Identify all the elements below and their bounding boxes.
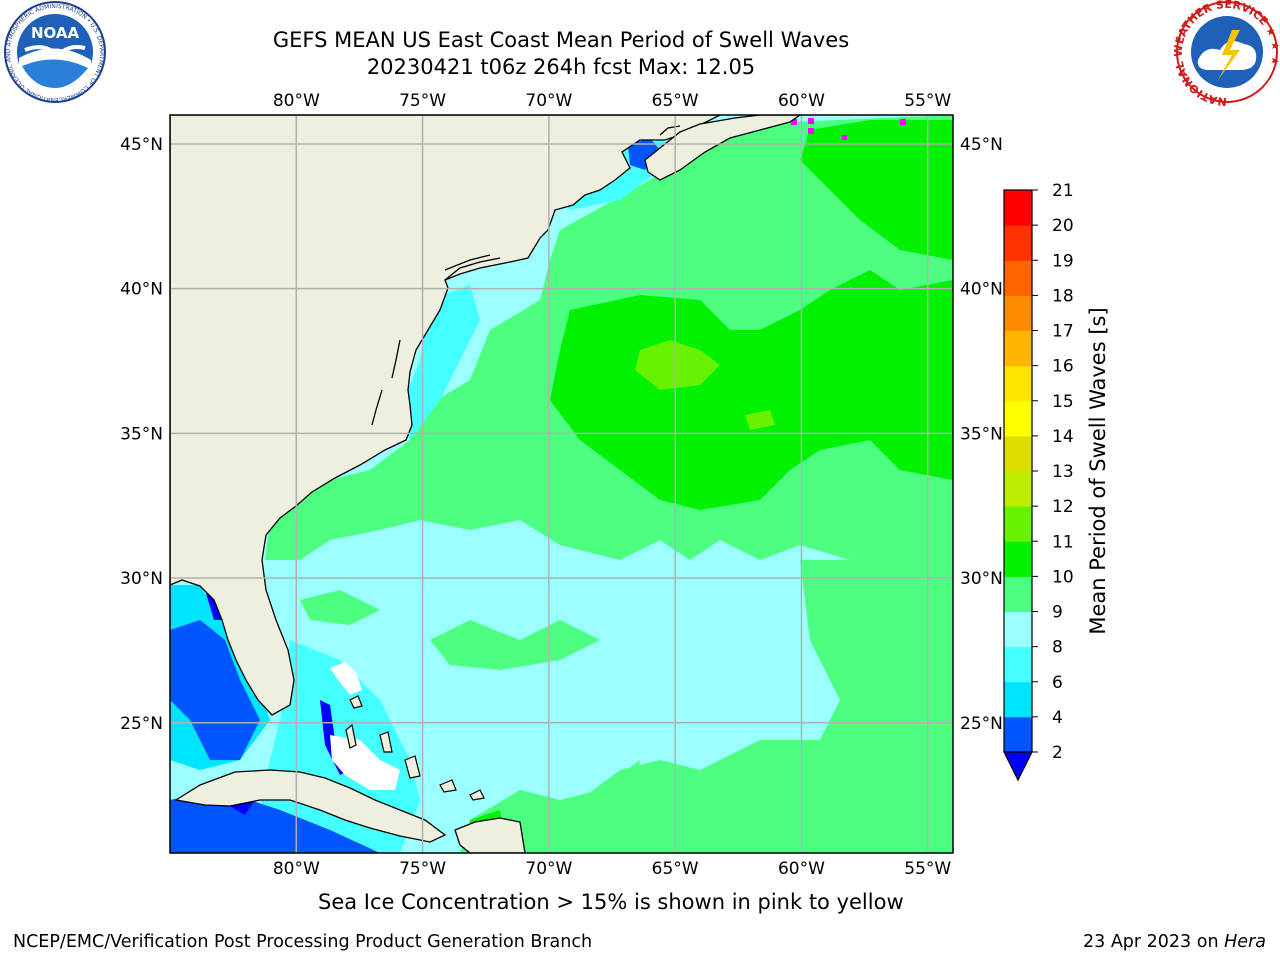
colorbar-tick-label: 15 [1052, 392, 1074, 412]
land-hispaniola [454, 817, 526, 853]
colorbar-tick-label: 12 [1052, 497, 1074, 517]
map-frame [169, 114, 954, 854]
colorbar-tick-label: 20 [1052, 216, 1074, 236]
bahamas-bank-blank [330, 735, 400, 790]
bahamas-islands [345, 695, 485, 801]
colorbar-tick-label: 19 [1052, 251, 1074, 271]
lon-tick-label-bottom: 70°W [525, 859, 572, 879]
colorbar-tick-label: 11 [1052, 532, 1074, 552]
lon-tick-label-top: 70°W [525, 91, 572, 111]
contour-9-10s-east [560, 560, 953, 853]
lon-ticks-bottom: 80°W 75°W 70°W 65°W 60°W 55°W [273, 859, 952, 879]
date-text: 23 Apr 2023 on [1082, 932, 1219, 952]
lon-tick-label-top: 55°W [904, 91, 951, 111]
contour-11-12s-small [745, 410, 775, 430]
colorbar-segment [1004, 681, 1032, 718]
lat-tick-label-right: 30°N [960, 569, 1003, 589]
lat-tick-label-left: 45°N [120, 135, 163, 155]
contour-2-4s-gulf-of-maine [628, 138, 660, 170]
colorbar-segment [1004, 295, 1032, 331]
colorbar-tick-label: 2 [1052, 743, 1063, 763]
lat-tick-label-right: 35°N [960, 424, 1003, 444]
colorbar-segment [1004, 400, 1032, 437]
colorbar-segment [1004, 365, 1032, 402]
colorbar-tick-label: 13 [1052, 462, 1074, 482]
lon-tick-label-bottom: 60°W [778, 859, 825, 879]
map-panel [170, 115, 953, 853]
lon-tick-label-top: 65°W [652, 91, 699, 111]
colorbar-segment [1004, 541, 1032, 577]
contour-2-4s-gulf [170, 620, 260, 760]
date-line: 23 Apr 2023 on Hera [1083, 932, 1266, 952]
lat-tick-label-right: 45°N [960, 135, 1003, 155]
lat-tick-label-left: 35°N [120, 424, 163, 444]
colorbar-tick-label: 21 [1052, 181, 1074, 201]
noaa-logo-text: NOAA [31, 24, 80, 42]
lon-tick-label-top: 80°W [273, 91, 320, 111]
graticule [170, 115, 953, 853]
colorbar-under-arrow [1003, 751, 1033, 782]
lat-tick-label-left: 40°N [120, 280, 163, 300]
noaa-logo-icon: NOAA NATIONAL OCEANIC AND ATMOSPHERIC AD… [0, 0, 106, 103]
lat-tick-label-right: 25°N [960, 714, 1003, 734]
colorbar-segment [1004, 260, 1032, 296]
lat-tick-label-left: 30°N [120, 569, 163, 589]
bahamas-bank-blank-2 [330, 662, 362, 695]
lon-tick-label-bottom: 55°W [904, 859, 951, 879]
colorbar-segment [1004, 190, 1032, 226]
contour-11-12s-core [635, 340, 720, 390]
colorbar-segment [1004, 716, 1032, 753]
colorbar-tick-label: 16 [1052, 357, 1074, 377]
lon-tick-label-bottom: 75°W [399, 859, 446, 879]
nws-logo-icon: NATIONAL WEATHER SERVICE ★ ★ ★ [1172, 0, 1280, 108]
colorbar-tick-label: 8 [1052, 638, 1063, 658]
colorbar-tick-label: 14 [1052, 427, 1074, 447]
lon-tick-label-top: 60°W [778, 91, 825, 111]
contour-9-10s-patch-2 [300, 590, 380, 625]
colorbar-segment [1004, 435, 1032, 472]
colorbar: 2 4 6 8 9 10 11 12 13 14 15 16 17 18 19 20 21 [1003, 181, 1074, 782]
chart-title: GEFS MEAN US East Coast Mean Period of S… [272, 28, 850, 52]
host-name: Hera [1224, 932, 1266, 952]
land-us-mainland [170, 115, 721, 716]
credit-line: NCEP/EMC/Verification Post Processing Pr… [13, 932, 593, 952]
lat-ticks-right: 45°N 40°N 35°N 30°N 25°N [960, 135, 1003, 734]
contour-9-10s-patch [430, 620, 600, 670]
contour-10-11s-west [550, 270, 953, 510]
colorbar-label: Mean Period of Swell Waves [s] [1086, 307, 1110, 634]
coastline-details [371, 125, 681, 426]
contour-10-11s-east [800, 120, 953, 260]
sea-ice-marks [791, 118, 906, 140]
lon-tick-label-top: 75°W [399, 91, 446, 111]
lon-tick-label-bottom: 65°W [652, 859, 699, 879]
lat-tick-label-right: 40°N [960, 280, 1003, 300]
lon-ticks-top: 80°W 75°W 70°W 65°W 60°W 55°W [273, 91, 952, 111]
contour-6-8s-gulfstream [400, 285, 480, 440]
colorbar-segment [1004, 330, 1032, 367]
colorbar-segment [1004, 506, 1032, 542]
colorbar-tick-label: 4 [1052, 708, 1063, 728]
lon-tick-label-bottom: 80°W [273, 859, 320, 879]
lat-tick-label-left: 25°N [120, 714, 163, 734]
colorbar-tick-label: 18 [1052, 286, 1074, 306]
land-nova-scotia [644, 115, 802, 181]
colorbar-segment [1004, 611, 1032, 648]
colorbar-tick-label: 10 [1052, 567, 1074, 587]
land-cuba [174, 769, 447, 843]
colorbar-segment [1004, 576, 1032, 612]
colorbar-segment [1004, 471, 1032, 507]
contour-under-2s-gulf [205, 590, 222, 620]
colorbar-tick-label: 17 [1052, 322, 1074, 342]
sea-ice-note: Sea Ice Concentration > 15% is shown in … [318, 890, 904, 914]
colorbar-segment [1004, 225, 1032, 261]
lat-ticks-left: 45°N 40°N 35°N 30°N 25°N [120, 135, 163, 734]
colorbar-tick-label: 9 [1052, 603, 1063, 623]
colorbar-tick-label: 6 [1052, 673, 1063, 693]
chart-subtitle: 20230421 t06z 264h fcst Max: 12.05 [366, 55, 756, 79]
colorbar-segment [1004, 646, 1032, 683]
